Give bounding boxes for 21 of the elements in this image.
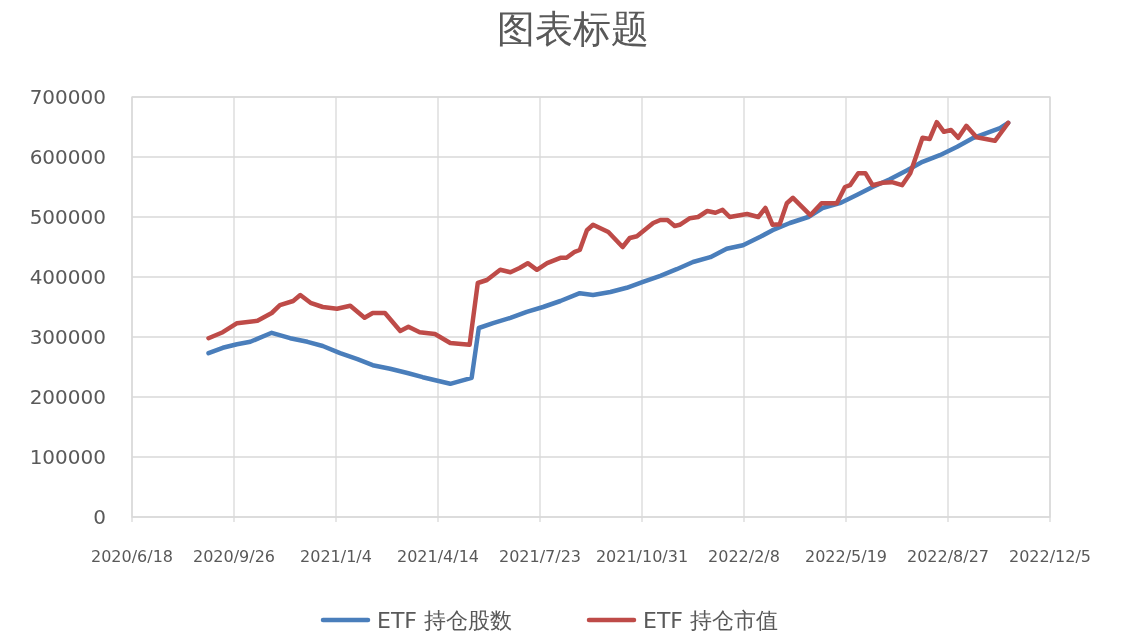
x-tick-label: 2020/9/26 <box>192 547 276 566</box>
x-tick-label: 2021/7/23 <box>498 547 582 566</box>
y-tick-label: 400000 <box>29 265 106 289</box>
x-tick-label: 2021/4/14 <box>396 547 480 566</box>
legend-label: ETF 持仓股数 <box>377 608 512 633</box>
y-tick-label: 0 <box>93 505 106 529</box>
x-tick-label: 2021/1/4 <box>300 547 372 566</box>
y-tick-label: 100000 <box>29 445 106 469</box>
chart-title: 图表标题 <box>497 7 649 51</box>
x-tick-label: 2022/5/19 <box>804 547 888 566</box>
y-tick-label: 300000 <box>29 325 106 349</box>
x-tick-label: 2022/2/8 <box>708 547 780 566</box>
x-tick-label: 2022/12/5 <box>1008 547 1092 566</box>
y-tick-label: 600000 <box>29 145 106 169</box>
legend-label: ETF 持仓市值 <box>643 608 778 633</box>
x-tick-label: 2022/8/27 <box>906 547 990 566</box>
x-tick-label: 2020/6/18 <box>90 547 174 566</box>
y-tick-label: 500000 <box>29 205 106 229</box>
y-tick-label: 200000 <box>29 385 106 409</box>
x-tick-label: 2021/10/31 <box>595 547 689 566</box>
y-tick-label: 700000 <box>29 85 106 109</box>
